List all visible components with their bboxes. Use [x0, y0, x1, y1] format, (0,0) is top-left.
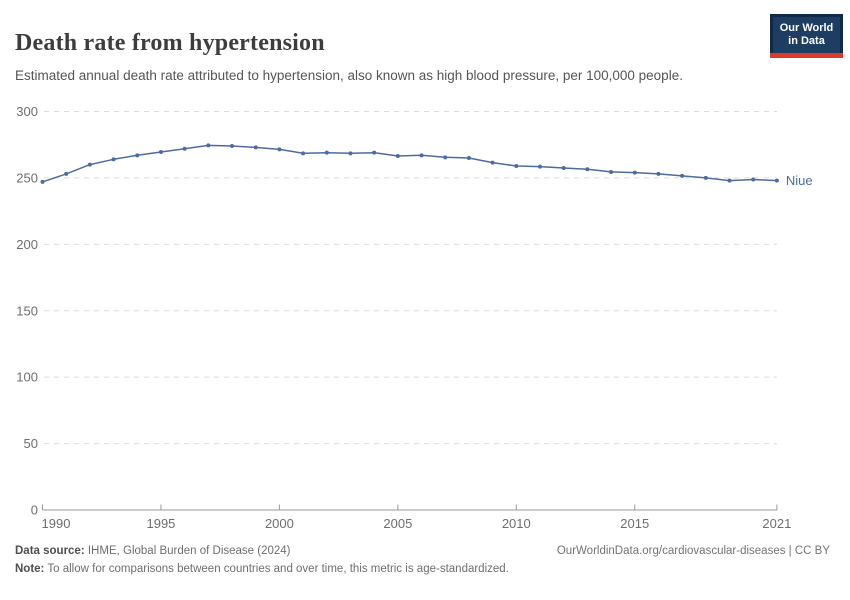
data-point-niue-2011[interactable]: [537, 164, 542, 169]
note-label: Note:: [15, 563, 45, 575]
data-point-niue-2019[interactable]: [727, 178, 732, 183]
data-point-niue-2016[interactable]: [656, 171, 661, 176]
data-point-niue-2017[interactable]: [680, 173, 685, 178]
data-point-niue-2012[interactable]: [561, 165, 566, 170]
data-point-niue-1990[interactable]: [40, 179, 45, 184]
data-source-label: Data source:: [15, 545, 85, 557]
data-point-niue-2014[interactable]: [609, 169, 614, 174]
data-point-niue-2013[interactable]: [585, 167, 590, 172]
y-axis-tick-100: 100: [16, 370, 38, 385]
data-point-niue-2020[interactable]: [751, 177, 756, 182]
line-chart-plot[interactable]: 0 50 100 150 200 250 300 1990 1995 2000 2005 2010 20…: [0, 100, 850, 540]
owid-url-link[interactable]: OurWorldinData.org/cardiovascular-diseas…: [556, 545, 830, 557]
note-value: To allow for comparisons between countri…: [44, 563, 509, 575]
entity-label-niue[interactable]: Niue: [786, 173, 813, 188]
y-axis-tick-300: 300: [16, 104, 38, 119]
owid-logo[interactable]: Our World in Data: [770, 14, 843, 53]
data-point-niue-1996[interactable]: [182, 146, 187, 151]
data-point-niue-1998[interactable]: [230, 144, 235, 149]
data-point-niue-1999[interactable]: [253, 145, 258, 150]
x-axis-tick-2005: 2005: [383, 516, 412, 531]
x-axis-tick-2000: 2000: [265, 516, 294, 531]
note-text: Note: To allow for comparisons between c…: [15, 563, 509, 575]
data-point-niue-2021[interactable]: [774, 178, 779, 183]
page-title: Death rate from hypertension: [15, 30, 325, 57]
data-point-niue-2006[interactable]: [419, 153, 424, 158]
chart-footer: Data source: IHME, Global Burden of Dise…: [0, 545, 850, 575]
data-point-niue-1994[interactable]: [135, 153, 140, 158]
data-source-value: IHME, Global Burden of Disease (2024): [84, 545, 291, 557]
y-axis-tick-0: 0: [31, 503, 38, 518]
data-source-text: Data source: IHME, Global Burden of Dise…: [15, 545, 291, 557]
data-point-niue-2010[interactable]: [514, 163, 519, 168]
data-point-niue-1992[interactable]: [87, 162, 92, 167]
data-point-niue-2018[interactable]: [703, 175, 708, 180]
data-point-niue-2003[interactable]: [348, 151, 353, 156]
data-point-niue-1995[interactable]: [158, 150, 163, 155]
data-point-niue-2015[interactable]: [632, 170, 637, 175]
x-axis-tick-2010: 2010: [502, 516, 531, 531]
x-axis-tick-1990: 1990: [42, 516, 71, 531]
data-point-niue-2004[interactable]: [372, 150, 377, 155]
data-point-niue-1991[interactable]: [64, 171, 69, 176]
data-point-niue-2007[interactable]: [443, 155, 448, 160]
data-point-niue-2009[interactable]: [490, 160, 495, 165]
x-axis-tick-1995: 1995: [146, 516, 175, 531]
owid-logo-stripe: [770, 53, 843, 58]
series-line-niue[interactable]: [42, 144, 777, 183]
data-point-niue-2000[interactable]: [277, 147, 282, 152]
x-axis-tick-2021: 2021: [762, 516, 791, 531]
data-point-niue-2002[interactable]: [324, 150, 329, 155]
data-point-niue-1997[interactable]: [206, 143, 211, 148]
data-point-niue-2008[interactable]: [466, 155, 471, 160]
y-axis-tick-250: 250: [16, 170, 38, 185]
owid-logo-line1: Our World: [779, 22, 834, 34]
page-subtitle: Estimated annual death rate attributed t…: [15, 67, 683, 83]
y-axis-tick-200: 200: [16, 237, 38, 252]
y-axis-tick-50: 50: [24, 436, 38, 451]
x-axis-tick-2015: 2015: [620, 516, 649, 531]
data-point-niue-2001[interactable]: [301, 151, 306, 156]
y-axis-tick-150: 150: [16, 303, 38, 318]
owid-logo-line2: in Data: [788, 35, 825, 47]
data-point-niue-2005[interactable]: [395, 153, 400, 158]
data-point-niue-1993[interactable]: [111, 157, 116, 162]
